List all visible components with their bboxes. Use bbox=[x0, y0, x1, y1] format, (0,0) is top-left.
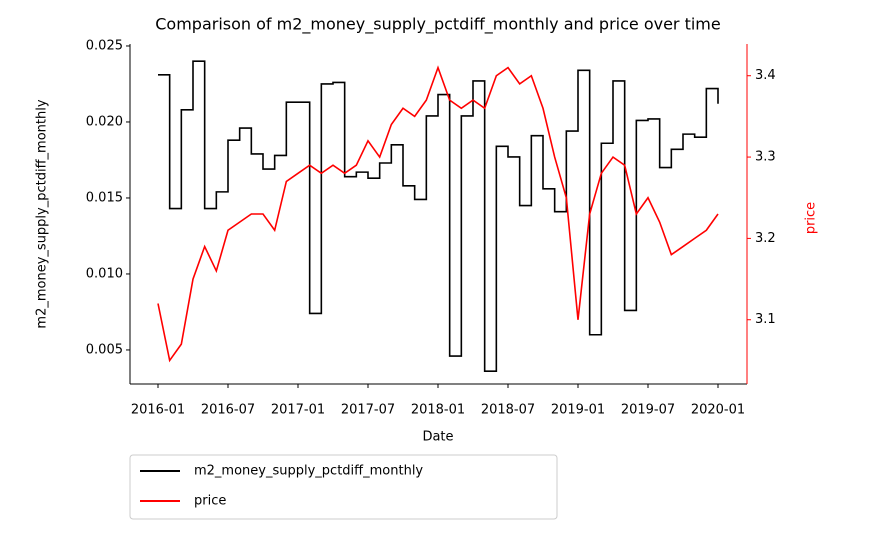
series-line bbox=[157, 65, 719, 363]
y-tick-label: 0.025 bbox=[86, 38, 123, 53]
y2-tick-label: 3.4 bbox=[755, 68, 776, 83]
x-tick-label: 2016-01 bbox=[131, 403, 185, 418]
y2-tick-label: 3.2 bbox=[755, 231, 776, 246]
x-axis-label: Date bbox=[422, 430, 453, 445]
x-tick-label: 2019-01 bbox=[551, 403, 605, 418]
y-tick-label: 0.020 bbox=[86, 114, 123, 129]
x-tick-label: 2018-01 bbox=[411, 403, 465, 418]
y2-tick-label: 3.1 bbox=[755, 312, 776, 327]
x-tick-label: 2017-07 bbox=[341, 403, 395, 418]
y-tick-label: 0.015 bbox=[86, 190, 123, 205]
y-axis-label: m2_money_supply_pctdiff_monthly bbox=[35, 99, 50, 328]
x-tick-label: 2020-01 bbox=[691, 403, 745, 418]
chart-title: Comparison of m2_money_supply_pctdiff_mo… bbox=[155, 15, 720, 35]
y2-axis-label: price bbox=[804, 202, 819, 234]
y-tick-label: 0.005 bbox=[86, 342, 123, 357]
x-tick-label: 2019-07 bbox=[621, 403, 675, 418]
legend-label: price bbox=[194, 494, 226, 509]
y2-tick-label: 3.3 bbox=[755, 150, 776, 165]
legend-box bbox=[129, 454, 558, 520]
y-tick-label: 0.010 bbox=[86, 266, 123, 281]
series-line bbox=[158, 60, 719, 373]
x-tick-label: 2016-07 bbox=[201, 403, 255, 418]
x-tick-label: 2017-01 bbox=[271, 403, 325, 418]
legend-label: m2_money_supply_pctdiff_monthly bbox=[194, 464, 423, 479]
x-tick-label: 2018-07 bbox=[481, 403, 535, 418]
